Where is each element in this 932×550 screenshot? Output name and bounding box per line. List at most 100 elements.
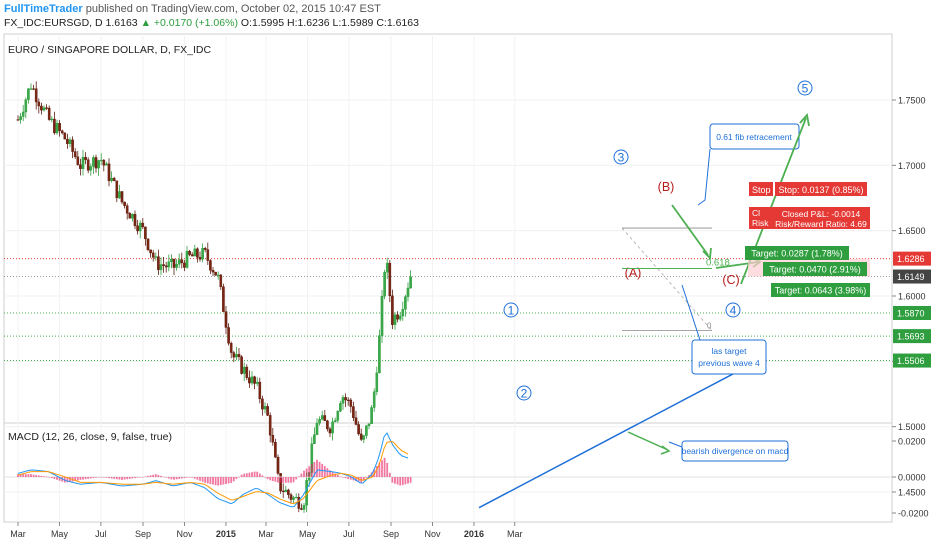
candle-body xyxy=(102,159,106,166)
macd-histogram-bar xyxy=(303,470,305,477)
publish-info: published on TradingView.com, October 02… xyxy=(85,3,381,15)
candle-body xyxy=(268,415,272,436)
candle-body xyxy=(302,505,306,510)
candle-body xyxy=(388,262,392,297)
macd-histogram-bar xyxy=(56,477,58,480)
candle-body xyxy=(378,335,381,374)
macd-histogram-bar xyxy=(100,477,103,478)
candle-body xyxy=(94,157,98,169)
macd-histogram-bar xyxy=(17,474,19,477)
candle-body xyxy=(209,260,212,271)
macd-histogram-bar xyxy=(95,477,97,478)
macd-histogram-bar xyxy=(79,477,82,480)
macd-histogram-bar xyxy=(183,477,186,479)
macd-histogram-bar xyxy=(35,474,38,477)
candle-body xyxy=(315,422,319,435)
candle-body xyxy=(365,425,368,436)
candle-body xyxy=(274,442,277,458)
candle-body xyxy=(180,259,184,264)
macd-histogram-bar xyxy=(295,477,298,480)
macd-histogram-bar xyxy=(357,477,360,482)
macd-histogram-bar xyxy=(180,477,183,479)
candle-body xyxy=(188,251,191,255)
candle-body xyxy=(398,315,402,320)
candle-body xyxy=(300,508,303,510)
candle-body xyxy=(281,490,285,493)
macd-histogram-bar xyxy=(76,477,79,481)
macd-histogram-bar xyxy=(365,477,368,478)
macd-histogram-bar xyxy=(167,477,170,479)
candle-body xyxy=(294,496,298,499)
macd-histogram-bar xyxy=(342,477,344,478)
macd-pane xyxy=(4,432,892,508)
candle-body xyxy=(341,397,345,404)
macd-histogram-bar xyxy=(89,477,92,479)
price-axis-label-box xyxy=(893,251,931,266)
candle-body xyxy=(112,177,116,182)
macd-histogram-bar xyxy=(152,474,155,477)
macd-histogram-bar xyxy=(305,468,308,477)
trendline xyxy=(478,363,753,509)
price-candles xyxy=(16,81,412,513)
candle-body xyxy=(196,248,199,258)
candle-body xyxy=(138,222,142,232)
macd-histogram-bar xyxy=(118,477,121,480)
macd-y-tick-label: 0.0000 xyxy=(898,473,926,483)
macd-histogram-bar xyxy=(266,477,269,480)
divergence-line xyxy=(627,431,669,451)
macd-histogram-bar xyxy=(300,473,303,477)
macd-histogram-bar xyxy=(399,477,402,486)
macd-histogram-bar xyxy=(394,477,396,484)
candle-body xyxy=(120,191,124,203)
macd-histogram-bar xyxy=(139,477,142,478)
macd-histogram-bar xyxy=(409,477,412,483)
candle-body xyxy=(320,415,324,420)
x-tick-label: Mar xyxy=(10,529,26,539)
stop-prefix-text: Stop xyxy=(752,185,771,195)
macd-histogram-bar xyxy=(279,477,282,483)
candle-body xyxy=(128,213,132,219)
candle-body xyxy=(401,309,405,317)
candle-body xyxy=(331,421,334,434)
x-tick-label: Jul xyxy=(343,529,355,539)
candle-body xyxy=(151,252,155,258)
candle-body xyxy=(50,118,54,121)
divergence-arrow-head xyxy=(660,445,671,455)
candle-body xyxy=(216,274,220,276)
candle-body xyxy=(29,88,33,90)
candle-body xyxy=(333,420,337,423)
macd-histogram-bar xyxy=(136,477,139,478)
macd-histogram-bar xyxy=(115,477,118,480)
macd-histogram-bar xyxy=(214,477,217,486)
candle-body xyxy=(362,435,366,440)
macd-histogram-bar xyxy=(121,477,123,480)
rr-text: Risk/Reward Ratio: 4.69 xyxy=(775,219,867,229)
macd-histogram-bar xyxy=(277,477,279,483)
projection-arrow-down xyxy=(671,204,709,256)
price-axis-label-box xyxy=(893,353,931,368)
chart-grid xyxy=(3,33,893,523)
plot-frame xyxy=(3,33,893,523)
macd-histogram-bar xyxy=(126,477,129,480)
candle-body xyxy=(352,406,355,418)
stop-label-box xyxy=(775,182,867,196)
macd-histogram-bar xyxy=(48,477,51,478)
candle-body xyxy=(263,406,267,410)
macd-histogram-bar xyxy=(24,474,27,477)
macd-histogram-bar xyxy=(308,466,311,477)
y-tick-label: 1.6500 xyxy=(898,226,926,236)
candle-body xyxy=(201,248,204,260)
candle-body xyxy=(323,415,327,422)
macd-histogram-bar xyxy=(292,477,295,483)
wave-1-circle xyxy=(503,302,519,318)
candle-body xyxy=(141,222,145,228)
candle-body xyxy=(81,156,85,169)
pnl-box xyxy=(772,207,870,229)
candle-body xyxy=(276,456,280,474)
candle-body xyxy=(214,271,217,276)
pnl-text: Closed P&L: -0.0014 xyxy=(782,209,861,219)
publisher-name[interactable]: FullTimeTrader xyxy=(4,3,83,15)
price-axis-label-box xyxy=(893,269,931,284)
x-tick-label: Mar xyxy=(507,529,523,539)
